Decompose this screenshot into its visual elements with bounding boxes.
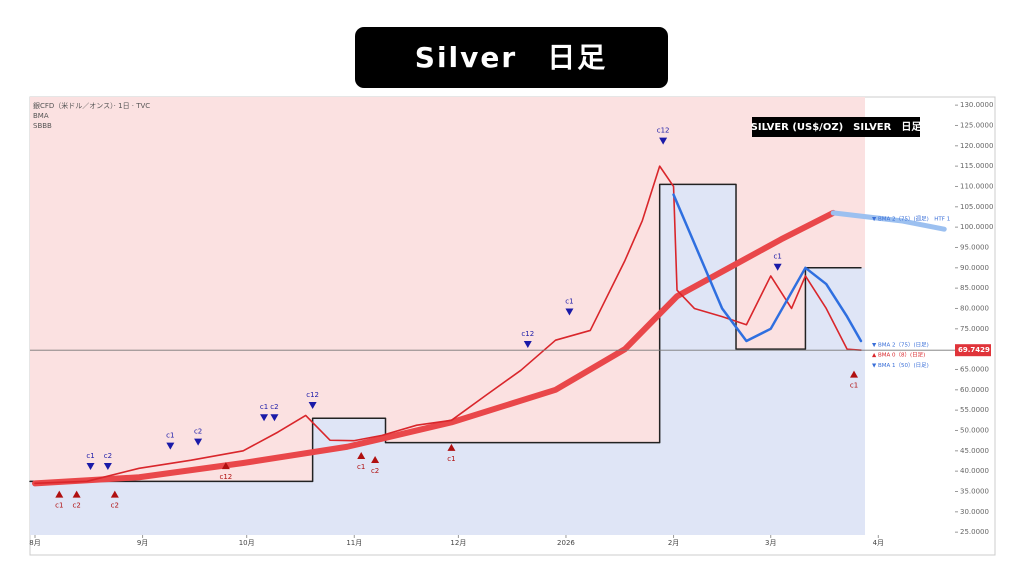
y-tick-label: 90.0000	[960, 264, 989, 272]
y-tick-label: 85.0000	[960, 284, 989, 292]
signal-marker	[523, 341, 532, 349]
series-label: ▼ BMA 1（50）(日足)	[872, 362, 929, 369]
signal-marker	[773, 263, 782, 271]
x-tick-label: 3月	[765, 539, 776, 547]
x-tick-label: 4月	[873, 539, 884, 547]
header-line: BMA	[33, 112, 49, 120]
series-line	[830, 210, 947, 232]
x-tick-label: 2月	[668, 539, 679, 547]
y-tick-label: 30.0000	[960, 508, 989, 516]
series-line	[672, 193, 863, 343]
signal-label: c2	[371, 467, 379, 475]
signal-label: c1	[850, 382, 858, 390]
signal-marker	[260, 414, 269, 422]
signal-marker	[221, 462, 230, 470]
signal-marker	[110, 490, 119, 498]
signal-marker	[166, 442, 175, 450]
signal-label: c1	[86, 452, 94, 460]
signal-label: c2	[270, 403, 278, 411]
signal-marker	[55, 490, 64, 498]
signal-marker	[371, 456, 380, 464]
signal-label: c12	[657, 127, 670, 135]
signal-label: c2	[104, 452, 112, 460]
y-tick-label: 115.0000	[960, 162, 993, 170]
header-line: SBBB	[33, 122, 52, 130]
series-label: ▼ BMA 2（75）(日足)	[872, 342, 929, 349]
y-tick-label: 25.0000	[960, 528, 989, 536]
signal-marker	[659, 137, 668, 145]
x-tick-label: 10月	[239, 539, 255, 547]
y-tick-label: 40.0000	[960, 467, 989, 475]
x-tick-label: 2026	[557, 539, 575, 547]
series-line	[31, 209, 837, 487]
series-label: ▼ BMA 2（75）(週足) HTF 1	[872, 215, 950, 223]
y-tick-label: 125.0000	[960, 121, 993, 129]
signal-label: c1	[565, 297, 573, 305]
signal-label: c12	[521, 330, 534, 338]
y-tick-label: 120.0000	[960, 142, 993, 150]
x-tick-label: 11月	[346, 539, 362, 547]
signal-marker	[270, 414, 279, 422]
signal-label: c12	[306, 391, 319, 399]
y-tick-label: 60.0000	[960, 386, 989, 394]
lower-zone	[30, 184, 865, 536]
y-tick-label: 105.0000	[960, 203, 993, 211]
signal-label: c2	[111, 502, 119, 510]
y-tick-label: 35.0000	[960, 487, 989, 495]
y-tick-label: 95.0000	[960, 243, 989, 251]
signal-label: c1	[166, 432, 174, 440]
signal-label: c1	[55, 502, 63, 510]
signal-label: c1	[357, 463, 365, 471]
signal-marker	[447, 443, 456, 451]
signal-marker	[86, 463, 95, 471]
y-tick-label: 65.0000	[960, 365, 989, 373]
signal-label: c1	[447, 455, 455, 463]
y-tick-label: 100.0000	[960, 223, 993, 231]
signal-label: c2	[194, 428, 202, 436]
signal-marker	[357, 451, 366, 459]
signal-label: c2	[72, 502, 80, 510]
y-tick-label: 75.0000	[960, 325, 989, 333]
y-tick-label: 80.0000	[960, 304, 989, 312]
signal-marker	[308, 402, 317, 410]
signal-label: c12	[219, 473, 232, 481]
signal-label: c1	[774, 253, 782, 261]
y-tick-label: 130.0000	[960, 101, 993, 109]
box-label-bg	[752, 117, 920, 137]
x-tick-label: 12月	[450, 539, 466, 547]
x-tick-label: 9月	[137, 539, 148, 547]
signal-marker	[565, 308, 574, 316]
x-tick-label: 8月	[29, 539, 40, 547]
title-box	[355, 27, 668, 88]
signal-label: c1	[260, 403, 268, 411]
y-tick-label: 45.0000	[960, 447, 989, 455]
signal-marker	[72, 490, 81, 498]
y-tick-label: 110.0000	[960, 182, 993, 190]
signal-marker	[103, 463, 112, 471]
y-tick-label: 50.0000	[960, 426, 989, 434]
signal-marker	[850, 370, 859, 378]
y-tick-label: 55.0000	[960, 406, 989, 414]
series-label: ▲ BMA 0（8）(日足)	[872, 352, 925, 359]
chart-title: Silver 日足	[415, 41, 607, 74]
price-tag	[955, 344, 991, 357]
price-tag-label: 69.7429	[958, 346, 990, 354]
series-line	[34, 165, 862, 485]
header-line: 銀CFD（米ドル／オンス）· 1日 · TVC	[33, 101, 150, 110]
box-label: SILVER (US$/OZ) SILVER 日足	[751, 121, 923, 133]
signal-marker	[194, 438, 203, 446]
